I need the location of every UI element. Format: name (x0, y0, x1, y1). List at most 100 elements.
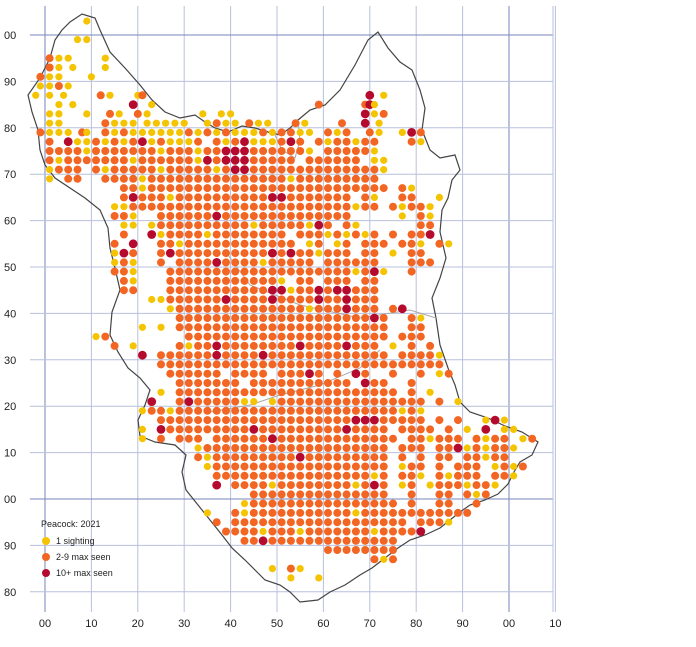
sighting-dot-2-9 (379, 462, 388, 471)
sighting-dot-2-9 (277, 184, 286, 193)
sighting-dot-2-9 (324, 276, 332, 285)
sighting-dot-2-9 (203, 193, 212, 202)
sighting-dot-2-9 (296, 165, 305, 174)
sighting-dot-2-9 (203, 174, 212, 183)
sighting-dot-1 (129, 342, 137, 350)
sighting-dot-2-9 (379, 425, 388, 434)
sighting-dot-2-9 (277, 416, 286, 425)
sighting-dot-2-9 (249, 360, 258, 369)
sighting-dot-2-9 (203, 128, 212, 137)
sighting-dot-2-9 (194, 379, 203, 387)
sighting-dot-1 (417, 240, 425, 248)
sighting-dot-1 (417, 472, 425, 480)
sighting-dot-2-9 (222, 351, 230, 360)
sighting-dot-2-9 (194, 212, 203, 220)
sighting-dot-2-9 (175, 165, 184, 174)
sighting-dot-2-9 (314, 416, 323, 425)
sighting-dot-2-9 (342, 406, 351, 415)
sighting-dot-2-9 (351, 425, 360, 434)
sighting-dot-2-9 (305, 397, 314, 406)
sighting-dot-2-9 (212, 276, 221, 285)
sighting-dot-2-9 (296, 490, 305, 499)
sighting-dot-10plus (268, 285, 277, 295)
sighting-dot-1 (217, 110, 225, 118)
sighting-dot-2-9 (212, 471, 221, 480)
sighting-dot-2-9 (277, 323, 286, 332)
sighting-dot-2-9 (286, 462, 295, 471)
sighting-dot-2-9 (175, 416, 184, 425)
sighting-dot-1 (472, 490, 481, 498)
sighting-dot-2-9 (407, 434, 416, 443)
sighting-dot-2-9 (249, 406, 258, 415)
sighting-dot-2-9 (138, 156, 147, 165)
sighting-dot-1 (138, 128, 146, 136)
sighting-dot-1 (315, 574, 323, 582)
sighting-dot-2-9 (370, 239, 379, 248)
sighting-dot-10plus (370, 480, 379, 490)
sighting-dot-2-9 (92, 156, 100, 165)
sighting-dot-2-9 (277, 444, 286, 452)
sighting-dot-1 (55, 101, 63, 109)
sighting-dot-2-9 (36, 128, 45, 137)
sighting-dot-2-9 (333, 351, 342, 360)
sighting-dot-2-9 (240, 425, 249, 434)
sighting-dot-2-9 (64, 147, 73, 155)
sighting-dot-2-9 (259, 276, 268, 285)
sighting-dot-2-9 (314, 100, 323, 109)
sighting-dot-2-9 (249, 147, 258, 155)
sighting-dot-2-9 (342, 212, 351, 220)
sighting-dot-2-9 (416, 128, 425, 137)
sighting-dot-2-9 (444, 444, 453, 452)
sighting-dot-10plus (277, 193, 286, 202)
sighting-dot-2-9 (184, 184, 193, 193)
sighting-dot-2-9 (286, 212, 295, 220)
sighting-dot-2-9 (92, 165, 100, 174)
sighting-dot-1 (482, 444, 490, 452)
sighting-dot-1 (203, 509, 211, 517)
sighting-dot-1 (157, 295, 165, 304)
sighting-dot-2-9 (296, 351, 305, 360)
sighting-dot-1 (69, 101, 77, 109)
sighting-dot-2-9 (222, 239, 230, 248)
sighting-dot-2-9 (416, 202, 425, 211)
sighting-dot-10plus (425, 230, 435, 239)
sighting-dot-2-9 (138, 91, 147, 100)
sighting-dot-2-9 (259, 230, 268, 239)
sighting-dot-2-9 (296, 379, 305, 387)
sighting-dot-2-9 (222, 221, 230, 230)
sighting-dot-1 (324, 230, 332, 239)
sighting-dot-10plus (277, 285, 286, 295)
sighting-dot-2-9 (379, 397, 388, 406)
sighting-dot-1 (129, 268, 137, 276)
sighting-dot-2-9 (175, 323, 184, 332)
sighting-dot-2-9 (454, 508, 462, 517)
sighting-dot-2-9 (454, 462, 462, 471)
sighting-dot-2-9 (444, 481, 453, 490)
sighting-dot-1 (111, 119, 119, 127)
sighting-dot-2-9 (351, 527, 360, 536)
sighting-dot-2-9 (249, 379, 258, 387)
sighting-dot-2-9 (435, 481, 444, 490)
sighting-dot-10plus (240, 165, 249, 175)
sighting-dot-2-9 (277, 527, 286, 536)
sighting-dot-2-9 (184, 369, 193, 378)
sighting-dot-1 (370, 156, 378, 164)
sighting-dot-2-9 (259, 202, 268, 211)
sighting-dot-2-9 (342, 276, 351, 285)
sighting-dot-2-9 (370, 379, 379, 387)
sighting-dot-1 (426, 435, 434, 443)
sighting-dot-2-9 (245, 119, 254, 128)
sighting-dot-2-9 (314, 536, 323, 545)
sighting-dot-2-9 (110, 239, 119, 248)
sighting-dot-2-9 (222, 267, 230, 276)
sighting-dot-2-9 (268, 536, 277, 545)
sighting-dot-2-9 (231, 527, 240, 536)
sighting-dot-1 (129, 258, 137, 266)
sighting-dot-1 (482, 416, 490, 424)
sighting-dot-2-9 (259, 147, 268, 155)
sighting-dot-1 (148, 221, 156, 229)
sighting-dot-2-9 (277, 221, 286, 230)
sighting-dot-2-9 (249, 239, 258, 248)
sighting-dot-2-9 (212, 314, 221, 322)
sighting-dot-1 (46, 175, 54, 183)
